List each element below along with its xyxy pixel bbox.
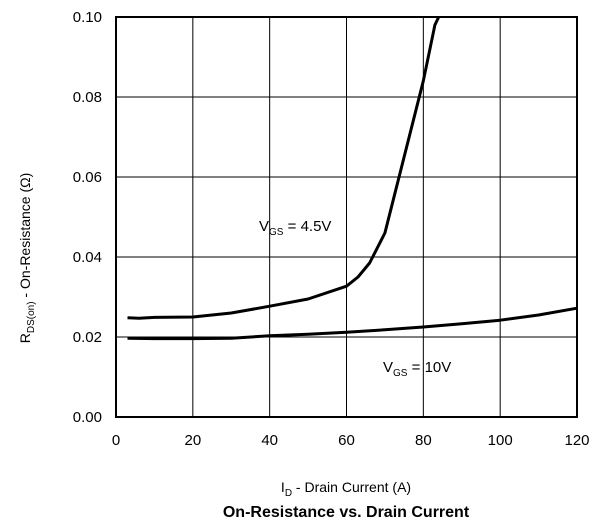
y-tick-label: 0.06 bbox=[73, 169, 102, 186]
series-label-vgs-10v: VGS = 10V bbox=[383, 359, 451, 379]
y-tick-labels: 0.00 0.02 0.04 0.06 0.08 0.10 bbox=[73, 9, 102, 426]
series-line-1 bbox=[127, 306, 578, 341]
chart-title: On-Resistance vs. Drain Current bbox=[223, 504, 470, 521]
grid bbox=[116, 17, 577, 417]
y-tick-label: 0.08 bbox=[73, 89, 102, 106]
x-tick-label: 40 bbox=[261, 432, 278, 449]
y-tick-label: 0.04 bbox=[73, 249, 102, 266]
x-tick-label: 20 bbox=[184, 432, 201, 449]
y-tick-label: 0.02 bbox=[73, 329, 102, 346]
series-label-vgs-4.5v: VGS = 4.5V bbox=[259, 218, 331, 238]
y-tick-label: 0.00 bbox=[73, 409, 102, 426]
x-tick-label: 100 bbox=[488, 432, 513, 449]
series-line-0 bbox=[127, 16, 441, 320]
x-tick-label: 80 bbox=[415, 432, 432, 449]
series-group bbox=[127, 16, 578, 341]
x-axis-label: ID - Drain Current (A) bbox=[281, 479, 411, 499]
x-tick-labels: 0 20 40 60 80 100 120 bbox=[112, 432, 590, 449]
plot-frame bbox=[115, 16, 578, 418]
x-tick-label: 60 bbox=[338, 432, 355, 449]
x-tick-label: 120 bbox=[564, 432, 589, 449]
y-axis-label: RDS(on) - On-Resistance (Ω) bbox=[17, 173, 37, 344]
x-tick-label: 0 bbox=[112, 432, 120, 449]
y-tick-label: 0.10 bbox=[73, 9, 102, 26]
